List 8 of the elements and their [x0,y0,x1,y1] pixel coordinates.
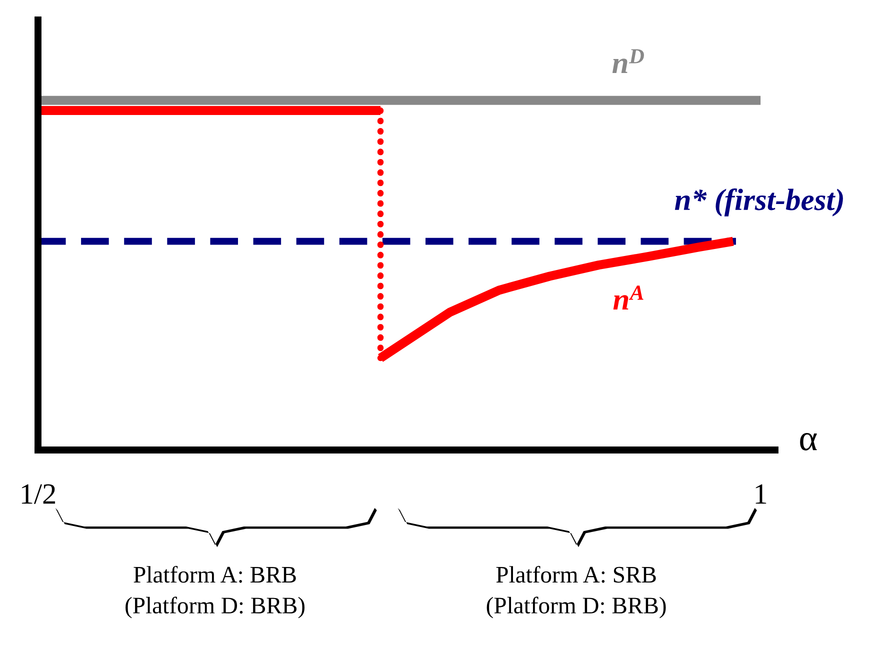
text: Platform A: BRB (Platform D: BRB) [126,566,304,618]
text: Platform A: SRB (Platform D: BRB) [486,566,666,618]
x-tick-label: 1 [756,484,766,504]
x-tick-label: 1/2 [22,484,56,504]
series-label: n* (first-best) [674,188,843,216]
series-label: n$^{D}$ [612,49,644,74]
series-label: n$^{A}$ [613,286,644,310]
x-axis-title: α [800,433,817,450]
